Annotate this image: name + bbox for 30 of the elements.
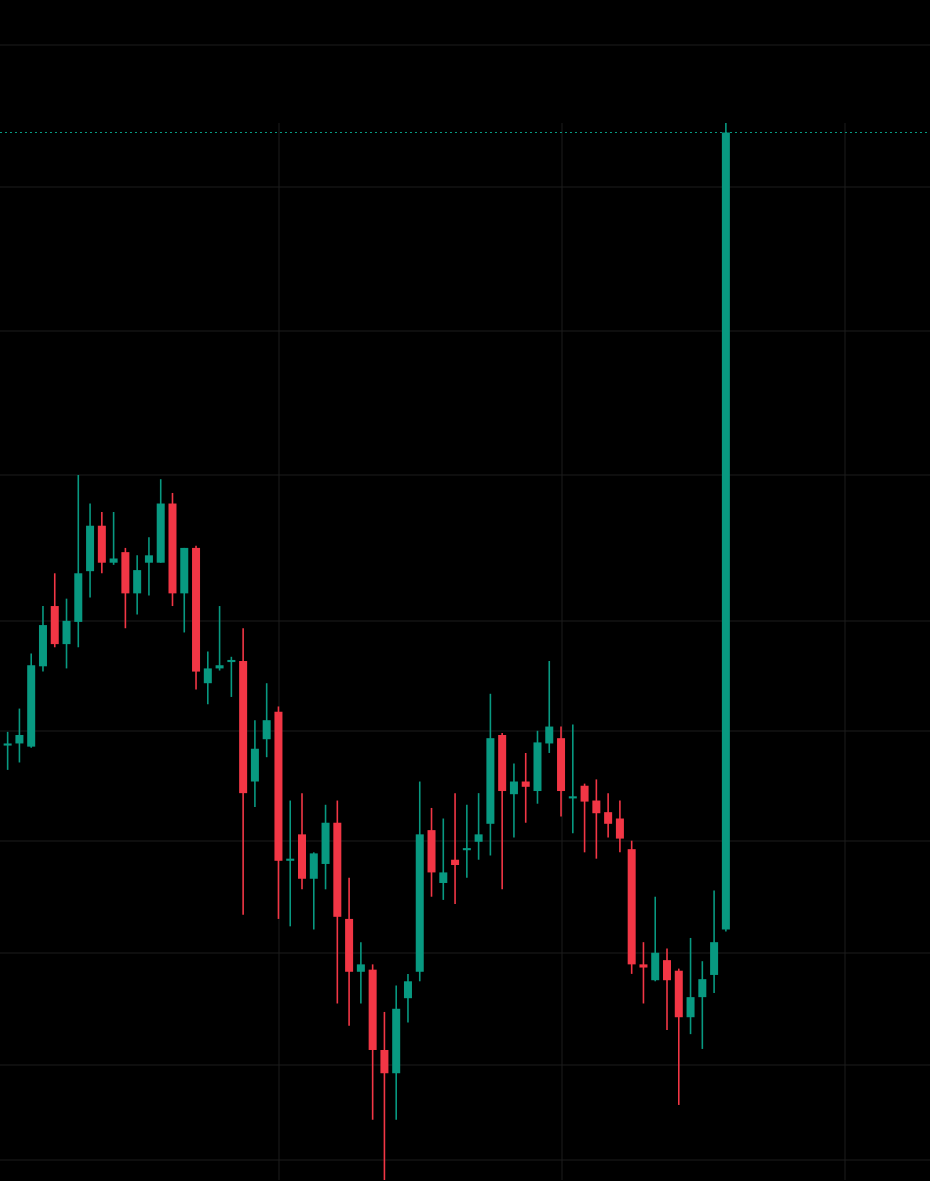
candlestick (592, 778, 601, 860)
candlestick (568, 723, 577, 835)
candlestick (403, 973, 412, 1024)
candlestick (545, 660, 554, 754)
candlestick (144, 536, 153, 597)
candlestick (698, 960, 707, 1050)
candlestick (62, 597, 71, 670)
candlestick (286, 799, 295, 928)
candlestick (262, 682, 271, 758)
candlestick (439, 817, 448, 901)
candlestick (3, 731, 12, 771)
candlestick (356, 941, 365, 1005)
candlestick (474, 792, 483, 861)
candlestick (604, 792, 613, 839)
candlestick (615, 799, 624, 854)
candlestick (663, 947, 671, 1031)
candlestick (451, 792, 460, 905)
candlestick (521, 752, 530, 824)
candlestick (215, 605, 224, 672)
candlestick (15, 707, 24, 764)
candlestick (109, 511, 118, 566)
candlestick (227, 655, 236, 698)
candlestick (462, 803, 471, 879)
candlestick (133, 554, 142, 616)
candlestick (380, 1011, 389, 1180)
candlestick (580, 782, 589, 854)
candlestick (203, 650, 212, 706)
candlestick (509, 762, 518, 839)
candlestick (639, 941, 648, 1005)
candlestick (686, 937, 695, 1035)
